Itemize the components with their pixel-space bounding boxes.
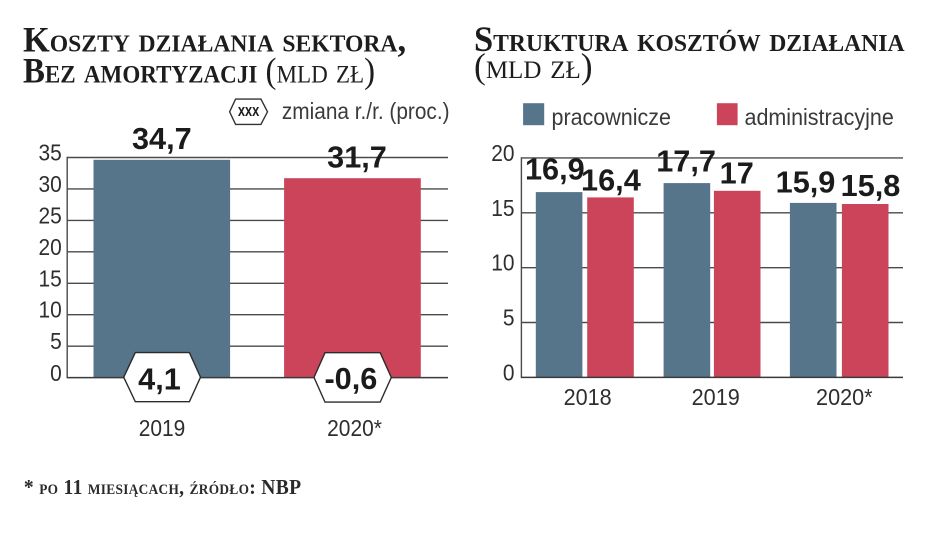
svg-text:15: 15 [491, 195, 514, 221]
svg-text:15,9: 15,9 [776, 164, 836, 199]
svg-text:20: 20 [38, 234, 61, 260]
svg-text:4,1: 4,1 [138, 361, 181, 396]
svg-text:20: 20 [491, 140, 514, 166]
svg-text:2019: 2019 [139, 415, 186, 441]
svg-text:15: 15 [38, 265, 61, 291]
svg-text:16,4: 16,4 [581, 162, 641, 197]
svg-text:5: 5 [50, 328, 62, 354]
svg-text:2020*: 2020* [327, 415, 382, 441]
svg-text:Koszty działania sektora,: Koszty działania sektora, [23, 20, 406, 60]
svg-text:0: 0 [50, 360, 62, 386]
svg-text:5: 5 [503, 305, 515, 331]
svg-text:2018: 2018 [564, 384, 612, 410]
svg-text:* po 11 miesiącach, źródło: NB: * po 11 miesiącach, źródło: NBP [24, 476, 301, 499]
svg-text:16,9: 16,9 [525, 151, 585, 186]
svg-text:10: 10 [491, 250, 514, 276]
svg-text:35: 35 [38, 140, 61, 166]
svg-text:Struktura kosztów działania: Struktura kosztów działania [474, 20, 905, 60]
svg-text:2020*: 2020* [816, 384, 873, 410]
svg-text:Bez amortyzacji (mld zł): Bez amortyzacji (mld zł) [23, 52, 375, 90]
svg-text:-0,6: -0,6 [324, 361, 377, 396]
svg-text:34,7: 34,7 [132, 121, 192, 156]
svg-text:0: 0 [503, 359, 515, 385]
svg-text:17,7: 17,7 [656, 143, 716, 178]
svg-text:zmiana r./r. (proc.): zmiana r./r. (proc.) [282, 98, 450, 124]
svg-text:25: 25 [38, 202, 61, 228]
svg-text:pracownicze: pracownicze [552, 104, 671, 130]
svg-text:15,8: 15,8 [841, 168, 901, 203]
svg-text:xxx: xxx [238, 103, 260, 121]
svg-text:2019: 2019 [692, 384, 740, 410]
svg-text:administracyjne: administracyjne [745, 104, 894, 130]
svg-text:17: 17 [720, 155, 754, 190]
svg-text:31,7: 31,7 [327, 139, 387, 174]
svg-text:30: 30 [38, 171, 61, 197]
svg-text:10: 10 [38, 297, 61, 323]
svg-text:(mld zł): (mld zł) [474, 46, 593, 86]
